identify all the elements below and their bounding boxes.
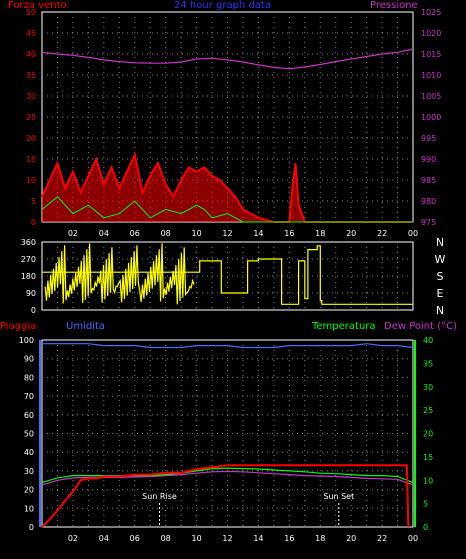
humidity-tick-label: 30 — [24, 467, 34, 476]
compass-label: E — [437, 287, 444, 300]
humidity-tick-label: 100 — [19, 336, 34, 345]
humidity-tick-label: 20 — [24, 486, 34, 495]
temperature-label: Temperatura — [312, 321, 376, 332]
sun-set-label: Sun Set — [323, 492, 354, 501]
direction-tick-label: 0 — [31, 306, 36, 315]
climate-hour-tick-label: 00 — [408, 534, 418, 543]
wind-speed-tick-label: 45 — [26, 29, 36, 38]
direction-tick-label: 180 — [21, 272, 36, 281]
wind-gust-line — [41, 196, 413, 223]
wind-speed-tick-label: 15 — [26, 155, 36, 164]
temperature-tick-label: 0 — [423, 523, 428, 532]
wind-hour-tick-label: 18 — [315, 229, 325, 238]
pressure-tick-label: 975 — [421, 218, 436, 227]
compass-label: W — [435, 253, 446, 266]
pressure-tick-label: 985 — [421, 176, 436, 185]
wind-direction-line — [42, 245, 413, 305]
wind-hour-tick-label: 02 — [68, 229, 78, 238]
humidity-tick-label: 90 — [24, 355, 34, 364]
humidity-tick-label: 70 — [24, 392, 34, 401]
climate-hour-tick-label: 04 — [99, 534, 109, 543]
pressure-tick-label: 1015 — [421, 50, 441, 59]
humidity-tick-label: 10 — [24, 504, 34, 513]
climate-hour-tick-label: 10 — [191, 534, 201, 543]
temperature-tick-label: 5 — [423, 500, 428, 509]
wind-speed-tick-label: 20 — [26, 134, 36, 143]
wind-speed-tick-label: 10 — [26, 176, 36, 185]
wind-speed-tick-label: 25 — [26, 113, 36, 122]
temperature-tick-label: 35 — [423, 359, 433, 368]
climate-hour-tick-label: 22 — [377, 534, 387, 543]
climate-hour-tick-label: 16 — [284, 534, 294, 543]
wind-speed-tick-label: 0 — [31, 218, 36, 227]
sun-rise-label: Sun Rise — [142, 492, 177, 501]
wind-speed-tick-label: 5 — [31, 197, 36, 206]
climate-hour-tick-label: 20 — [346, 534, 356, 543]
pressure-tick-label: 1025 — [421, 8, 441, 17]
direction-tick-label: 90 — [26, 289, 36, 298]
wind-hour-tick-label: 10 — [191, 229, 201, 238]
climate-hour-tick-label: 12 — [222, 534, 232, 543]
wind-hour-tick-label: 06 — [130, 229, 140, 238]
temperature-tick-label: 15 — [423, 453, 433, 462]
pressure-line — [41, 48, 414, 70]
wind-force-label: Forza vento — [8, 0, 67, 11]
wind-speed-tick-label: 40 — [26, 50, 36, 59]
humidity-tick-label: 0 — [29, 523, 34, 532]
compass-label: N — [436, 304, 444, 317]
wind-hour-tick-label: 04 — [99, 229, 109, 238]
temperature-tick-label: 40 — [423, 336, 433, 345]
dewpoint-label: Dew Point (°C) — [384, 321, 458, 332]
temperature-tick-label: 30 — [423, 383, 433, 392]
humidity-line — [42, 343, 414, 349]
wind-hour-tick-label: 12 — [222, 229, 232, 238]
pressure-tick-label: 995 — [421, 134, 436, 143]
compass-label: S — [437, 270, 444, 283]
climate-hour-tick-label: 06 — [130, 534, 140, 543]
rain-label: Pioggia — [0, 321, 37, 332]
pressure-tick-label: 990 — [421, 155, 436, 164]
climate-hour-tick-label: 02 — [68, 534, 78, 543]
wind-hour-tick-label: 08 — [161, 229, 171, 238]
climate-hour-tick-label: 08 — [161, 534, 171, 543]
wind-hour-tick-label: 14 — [253, 229, 263, 238]
temperature-tick-label: 25 — [423, 406, 433, 415]
climate-hour-tick-label: 14 — [253, 534, 263, 543]
temperature-tick-label: 10 — [423, 476, 433, 485]
wind-hour-tick-label: 00 — [408, 229, 418, 238]
wind-hour-tick-label: 16 — [284, 229, 294, 238]
pressure-tick-label: 1010 — [421, 71, 441, 80]
pressure-label: Pressione — [370, 0, 418, 11]
rain-line — [41, 464, 410, 528]
humidity-tick-label: 50 — [24, 430, 34, 439]
wind-speed-tick-label: 35 — [26, 71, 36, 80]
humidity-label: Umidita — [66, 321, 106, 332]
pressure-tick-label: 1000 — [421, 113, 441, 122]
humidity-tick-label: 40 — [24, 448, 34, 457]
wind-hour-tick-label: 22 — [377, 229, 387, 238]
graph-title: 24 hour graph data — [174, 0, 271, 11]
climate-hour-tick-label: 18 — [315, 534, 325, 543]
compass-label: N — [436, 236, 444, 249]
humidity-tick-label: 80 — [24, 373, 34, 382]
pressure-tick-label: 1005 — [421, 92, 441, 101]
direction-tick-label: 360 — [21, 238, 36, 247]
wind-hour-tick-label: 20 — [346, 229, 356, 238]
pressure-tick-label: 980 — [421, 197, 436, 206]
wind-direction-dense-line — [44, 243, 195, 305]
humidity-tick-label: 60 — [24, 411, 34, 420]
wind-speed-tick-label: 50 — [26, 8, 36, 17]
direction-tick-label: 270 — [21, 255, 36, 264]
temperature-tick-label: 20 — [423, 430, 433, 439]
pressure-tick-label: 1020 — [421, 29, 441, 38]
wind-speed-tick-label: 30 — [26, 92, 36, 101]
